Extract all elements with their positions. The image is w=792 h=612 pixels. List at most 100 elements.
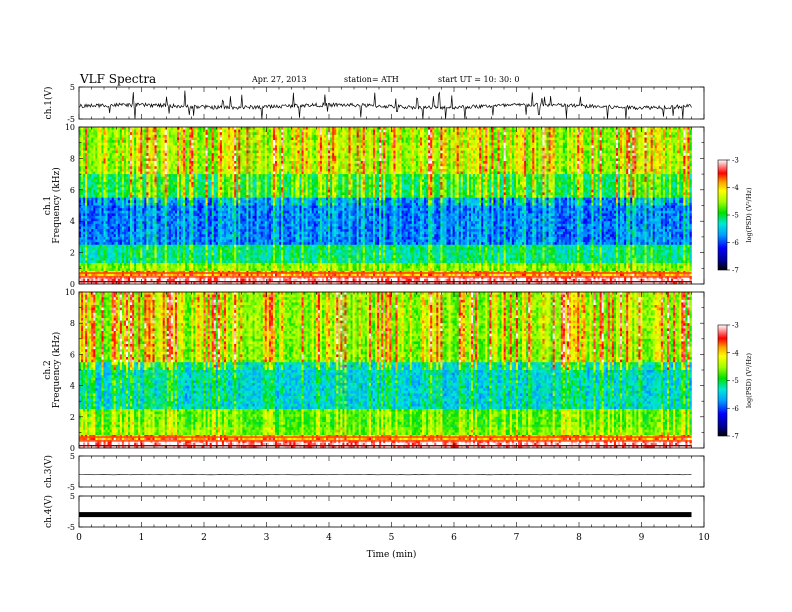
spectrogram-cell bbox=[83, 258, 85, 261]
spectrogram-cell bbox=[153, 229, 155, 232]
spectrogram-cell bbox=[83, 208, 85, 211]
spectrogram-cell bbox=[81, 174, 83, 177]
spectrogram-cell bbox=[157, 166, 159, 169]
spectrogram-cell bbox=[165, 198, 167, 201]
spectrogram-cell bbox=[128, 232, 130, 235]
spectrogram-cell bbox=[150, 263, 152, 266]
spectrogram-cell bbox=[161, 240, 163, 243]
spectrogram-cell bbox=[114, 132, 116, 135]
spectrogram-cell bbox=[163, 192, 165, 195]
spectrogram-cell bbox=[159, 245, 161, 248]
spectrogram-cell bbox=[132, 245, 134, 248]
spectrogram-cell bbox=[163, 237, 165, 240]
spectrogram-cell bbox=[138, 268, 140, 271]
spectrogram-cell bbox=[122, 190, 124, 193]
spectrogram-cell bbox=[142, 195, 144, 198]
spectrogram-cell bbox=[87, 213, 89, 216]
spectrogram-cell bbox=[132, 266, 134, 269]
spectrogram-cell bbox=[97, 242, 99, 245]
spectrogram-cell bbox=[146, 224, 148, 227]
spectrogram-cell bbox=[120, 192, 122, 195]
spectrogram-cell bbox=[130, 145, 132, 148]
spectrogram-cell bbox=[93, 268, 95, 271]
spectrogram-cell bbox=[110, 198, 112, 201]
spectrogram-cell bbox=[128, 145, 130, 148]
spectrogram-cell bbox=[155, 185, 157, 188]
spectrogram-cell bbox=[132, 260, 134, 263]
spectrogram-cell bbox=[128, 206, 130, 209]
spectrogram-cell bbox=[140, 192, 142, 195]
spectrogram-cell bbox=[150, 211, 152, 214]
spectrogram-cell bbox=[159, 185, 161, 188]
spectrogram-cell bbox=[89, 185, 91, 188]
spectrogram-cell bbox=[89, 268, 91, 271]
spectrogram-cell bbox=[128, 158, 130, 161]
spectrogram-cell bbox=[101, 226, 103, 229]
spectrogram-cell bbox=[112, 137, 114, 140]
spectrogram-cell bbox=[110, 192, 112, 195]
spectrogram-cell bbox=[97, 253, 99, 256]
spectrogram-cell bbox=[81, 161, 83, 164]
spectrogram-cell bbox=[118, 258, 120, 261]
spectrogram-cell bbox=[114, 245, 116, 248]
spectrogram-cell bbox=[136, 234, 138, 237]
spectrogram-cell bbox=[155, 226, 157, 229]
spectrogram-cell bbox=[95, 213, 97, 216]
spectrogram-cell bbox=[116, 229, 118, 232]
spectrogram-cell bbox=[159, 226, 161, 229]
spectrogram-cell bbox=[128, 211, 130, 214]
spectrogram-column bbox=[130, 127, 132, 284]
spectrogram-cell bbox=[112, 253, 114, 256]
spectrogram-cell bbox=[97, 250, 99, 253]
spectrogram-cell bbox=[144, 174, 146, 177]
spectrogram-cell bbox=[95, 192, 97, 195]
spectrogram-cell bbox=[148, 156, 150, 159]
spectrogram-cell bbox=[165, 153, 167, 156]
spectrogram-cell bbox=[140, 237, 142, 240]
spectrogram-cell bbox=[118, 153, 120, 156]
spectrogram-cell bbox=[142, 237, 144, 240]
spectrogram-cell bbox=[134, 135, 136, 138]
spectrogram-cell bbox=[116, 143, 118, 146]
spectrogram-cell bbox=[157, 190, 159, 193]
spectrogram-cell bbox=[153, 145, 155, 148]
spectrogram-cell bbox=[99, 137, 101, 140]
spectrogram-column bbox=[128, 127, 130, 284]
spectrogram-cell bbox=[83, 268, 85, 271]
spectrogram-cell bbox=[138, 255, 140, 258]
spectrogram-cell bbox=[155, 242, 157, 245]
spectrogram-cell bbox=[155, 232, 157, 235]
spectrogram-cell bbox=[144, 169, 146, 172]
spectrogram-cell bbox=[163, 253, 165, 256]
spectrogram-cell bbox=[97, 221, 99, 224]
spectrogram-cell bbox=[120, 127, 122, 130]
spectrogram-cell bbox=[108, 224, 110, 227]
spectrogram-cell bbox=[81, 164, 83, 167]
spectrogram-cell bbox=[124, 177, 126, 180]
spectrogram-cell bbox=[130, 177, 132, 180]
spectrogram-cell bbox=[128, 203, 130, 206]
spectrogram-cell bbox=[81, 143, 83, 146]
spectrogram-cell bbox=[110, 143, 112, 146]
spectrogram-cell bbox=[130, 242, 132, 245]
spectrogram-cell bbox=[138, 179, 140, 182]
spectrogram-cell bbox=[150, 195, 152, 198]
spectrogram-cell bbox=[112, 216, 114, 219]
spectrogram-cell bbox=[144, 268, 146, 271]
spectrogram-cell bbox=[134, 130, 136, 133]
spectrogram-cell bbox=[142, 192, 144, 195]
spectrogram-cell bbox=[165, 187, 167, 190]
spectrogram-cell bbox=[106, 206, 108, 209]
spectrogram-cell bbox=[157, 245, 159, 248]
spectrogram-cell bbox=[128, 135, 130, 138]
spectrogram-cell bbox=[81, 166, 83, 169]
spectrogram-cell bbox=[165, 130, 167, 133]
spectrogram-cell bbox=[142, 169, 144, 172]
spectrogram-cell bbox=[104, 263, 106, 266]
spectrogram-cell bbox=[157, 174, 159, 177]
spectrogram-cell bbox=[104, 166, 106, 169]
spectrogram-cell bbox=[126, 179, 128, 182]
spectrogram-cell bbox=[91, 219, 93, 222]
spectrogram-cell bbox=[108, 266, 110, 269]
spectrogram-cell bbox=[112, 232, 114, 235]
